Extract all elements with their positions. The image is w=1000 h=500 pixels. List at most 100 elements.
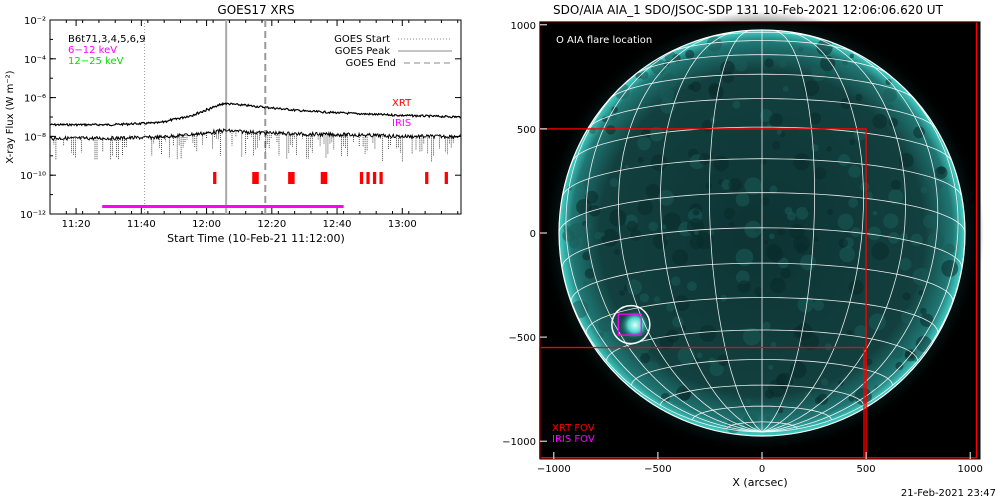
aia-xrt-fov-label: XRT FOV	[552, 423, 595, 434]
sun-mottle	[777, 227, 785, 236]
sun-mottle	[854, 388, 872, 406]
sun-mottle	[838, 238, 848, 249]
sun-mottle	[659, 87, 675, 103]
goes-x-tick-label: 13:00	[388, 219, 417, 230]
sun-mottle	[699, 324, 717, 342]
sun-mottle	[765, 416, 771, 422]
sun-mottle	[793, 325, 807, 339]
sun-mottle	[848, 165, 862, 178]
sun-mottle	[735, 192, 750, 207]
sun-mottle	[685, 49, 695, 59]
sun-mottle	[583, 280, 588, 286]
goes-noise-dropouts	[50, 130, 454, 163]
longitude-line	[761, 30, 815, 433]
iris-observation-bar	[102, 205, 344, 208]
goes-flux-series-1	[50, 101, 461, 127]
sun-mottle	[728, 221, 735, 228]
goes-x-tick-label: 11:40	[127, 219, 156, 230]
sun-mottle	[601, 228, 619, 247]
sun-mottle	[576, 198, 592, 215]
sun-mottle	[792, 153, 811, 171]
sun-mottle	[768, 364, 774, 370]
goes-note-green: 12−25 keV	[68, 56, 124, 67]
aia-x-tick-label: 500	[857, 464, 876, 475]
sun-mottle	[872, 210, 878, 216]
sun-mottle	[688, 84, 695, 91]
sun-mottle	[687, 281, 697, 292]
sun-mottle	[789, 361, 807, 379]
xrt-observation-bar	[379, 172, 383, 184]
sun-mottle	[641, 128, 651, 139]
sun-mottle	[661, 224, 667, 230]
sun-mottle	[705, 182, 713, 190]
sun-mottle	[849, 53, 855, 59]
longitude-line	[660, 31, 763, 433]
sun-mottle	[734, 58, 748, 72]
longitude-line	[761, 31, 864, 433]
aia-y-tick-label: −1000	[502, 437, 536, 448]
sun-mottle	[873, 384, 879, 390]
sun-mottle	[713, 155, 729, 172]
sun-mottle	[673, 295, 690, 311]
sun-mottle	[812, 236, 819, 242]
sun-mottle	[864, 191, 873, 200]
xrt-observation-bar	[372, 172, 377, 184]
sun-mottle	[614, 249, 620, 255]
goes-y-axis-label: X-ray Flux (W m⁻²)	[5, 70, 16, 163]
sun-mottle	[918, 290, 924, 296]
goes-y-tick-label: 10⁻⁶	[24, 94, 46, 105]
sun-mottle	[732, 100, 741, 109]
sun-mottle	[661, 73, 677, 89]
sun-mottle	[809, 112, 822, 125]
sun-mottle	[690, 81, 702, 92]
sun-mottle	[762, 321, 771, 330]
sun-mottle	[637, 156, 644, 163]
sun-mottle	[759, 157, 767, 165]
sun-mottle	[660, 392, 671, 403]
sun-mottle	[850, 227, 861, 237]
sun-mottle	[890, 179, 902, 191]
sun-mottle	[639, 293, 650, 303]
sun-mottle	[776, 129, 783, 135]
sun-mottle	[649, 126, 665, 142]
xrt-observation-bar	[252, 172, 259, 184]
xrt-observation-bar	[359, 172, 364, 184]
sun-mottle	[562, 229, 575, 242]
sun-mottle	[765, 243, 782, 260]
sun-mottle	[611, 106, 618, 113]
sun-mottle	[817, 393, 829, 405]
sun-mottle	[754, 286, 764, 297]
flare-brightening	[619, 309, 651, 341]
xrt-observation-bar	[213, 172, 217, 184]
sun-mottle	[629, 354, 635, 360]
longitude-line	[761, 34, 906, 433]
sun-mottle	[838, 153, 851, 167]
sun-mottle	[904, 349, 915, 359]
sun-mottle	[583, 222, 592, 231]
sun-mottle	[720, 60, 735, 75]
sun-mottle	[920, 307, 927, 315]
sun-mottle	[770, 341, 777, 348]
sun-mottle	[810, 64, 822, 76]
sun-mottle	[776, 372, 794, 390]
sun-mottle	[637, 136, 651, 151]
sun-mottle	[937, 183, 943, 190]
sun-mottle	[648, 221, 658, 232]
sun-mottle	[670, 276, 681, 287]
sun-mottle	[626, 220, 638, 232]
sun-mottle	[800, 254, 816, 271]
goes-x-axis-label: Start Time (10-Feb-21 11:12:00)	[167, 232, 345, 245]
sun-mottle	[728, 178, 742, 192]
sun-mottle	[737, 280, 751, 294]
sun-mottle	[882, 88, 897, 103]
sun-mottle	[708, 84, 724, 100]
goes-y-tick-label: 10⁻²	[24, 16, 46, 27]
sun-mottle	[742, 413, 759, 429]
sun-mottle	[653, 296, 661, 303]
sun-mottle	[689, 235, 704, 250]
aia-y-tick-label: −500	[509, 333, 536, 344]
goes-y-tick-label: 10⁻⁸	[24, 132, 46, 143]
sun-mottle	[922, 214, 937, 229]
heliographic-grid	[559, 30, 965, 433]
sun-mottle	[764, 58, 774, 68]
